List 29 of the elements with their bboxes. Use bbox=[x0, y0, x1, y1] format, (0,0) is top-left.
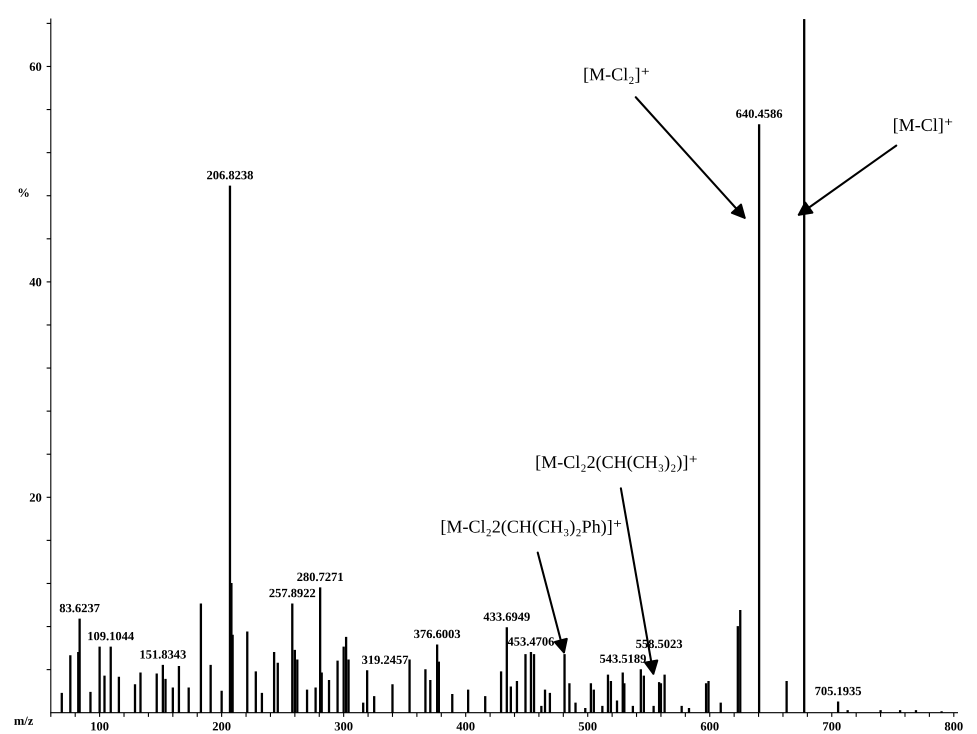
y-tick-label: 20 bbox=[30, 493, 42, 502]
x-tick-label: 700 bbox=[823, 722, 841, 731]
x-tick-label: 500 bbox=[578, 722, 597, 731]
annotation: 151.8343 bbox=[140, 650, 186, 659]
x-tick-label: 300 bbox=[334, 722, 353, 731]
annotation: 83.6237 bbox=[60, 604, 100, 612]
y-tick-label: 40 bbox=[29, 278, 42, 286]
annotation: 543.5189 bbox=[600, 654, 646, 663]
annotation: 206.8238 bbox=[207, 170, 253, 180]
x-tick-label: 400 bbox=[456, 722, 475, 731]
annotation: 257.8922 bbox=[269, 588, 316, 598]
annotation: [M-Cl₂2(CH(CH₃)₂Ph)]⁺ bbox=[442, 520, 622, 536]
annotation: 705.1935 bbox=[815, 686, 862, 696]
y-tick-label: 60 bbox=[30, 62, 42, 71]
annotation: 109.1044 bbox=[88, 632, 134, 640]
annotation: 640.4586 bbox=[736, 109, 782, 118]
annotation: 433.6949 bbox=[484, 612, 530, 621]
annotation: 376.6003 bbox=[414, 630, 460, 638]
annotation: 280.7271 bbox=[297, 572, 343, 582]
x-tick-label: 100 bbox=[91, 722, 109, 731]
annotation: [M-Cl₂]⁺ bbox=[584, 68, 649, 84]
annotation: [M-Cl]⁺ bbox=[894, 118, 952, 134]
x-tick-label: 800 bbox=[944, 722, 963, 731]
y-axis-title: % bbox=[18, 188, 29, 197]
x-tick-label: 600 bbox=[700, 722, 719, 731]
annotation: [M-Cl₂2(CH(CH₃)₂)]⁺ bbox=[536, 456, 697, 472]
annotation: 319.2457 bbox=[362, 656, 408, 664]
x-tick-label: 200 bbox=[212, 722, 231, 731]
x-axis-title: m/z bbox=[14, 716, 34, 725]
